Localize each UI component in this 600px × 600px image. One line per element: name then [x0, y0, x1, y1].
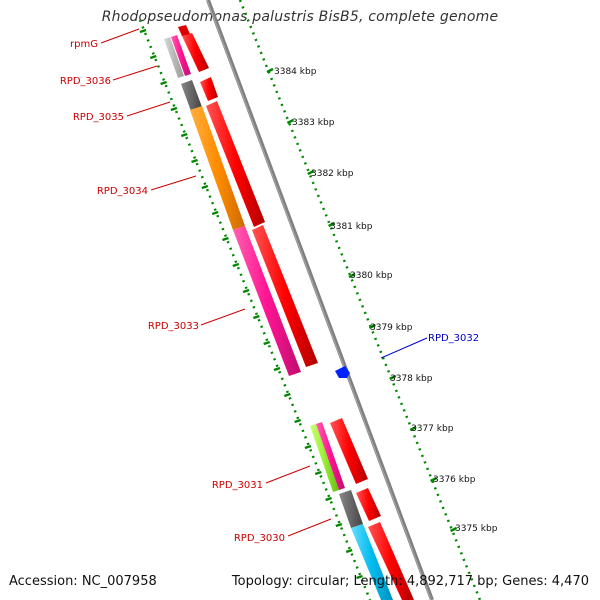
scale-label: 3384 kbp [274, 67, 317, 77]
scale-tick [430, 476, 438, 483]
scale-label: 3383 kbp [292, 118, 335, 128]
scale-tick [286, 118, 294, 125]
genome-backbone [206, 0, 434, 600]
scale-tick [335, 522, 343, 528]
gene-feature-RPD_3032[interactable] [335, 366, 350, 378]
scale-tick [170, 106, 178, 112]
scale-tick [139, 28, 147, 34]
scale-tick [266, 67, 274, 74]
genome-backbone-highlight [206, 0, 432, 600]
label-line-RPD_3032 [380, 337, 428, 359]
scale-tick [232, 262, 240, 268]
scale-tick [356, 574, 363, 580]
scale-major-ticks [266, 67, 458, 533]
scale-tick [211, 210, 219, 216]
scale-tick [314, 470, 322, 476]
cog-track [164, 35, 393, 600]
scale-tick [180, 132, 188, 138]
gene-feature-cog[interactable] [310, 424, 339, 492]
scale-track-outer [238, 0, 482, 600]
genome-stats-label: Topology: circular; Length: 4,892,717 bp… [231, 574, 589, 589]
scale-tick [149, 54, 157, 60]
label-line-RPD_3030 [287, 518, 332, 537]
scale-tick [325, 496, 332, 502]
gene-feature-RPD_3034[interactable] [206, 101, 265, 227]
gene-feature-cog[interactable] [351, 524, 393, 600]
gene-feature-cog[interactable] [316, 422, 345, 490]
scale-tick [160, 80, 167, 86]
gene-label-lines [100, 28, 428, 537]
scale-label: 3375 kbp [455, 524, 498, 534]
scale-tick [283, 392, 291, 398]
scale-tick [307, 169, 315, 176]
gene-label-RPD_3031[interactable]: RPD_3031 [212, 480, 263, 491]
gene-feature-RPD_3036[interactable] [178, 25, 190, 36]
gene-feature-cog[interactable] [339, 490, 363, 528]
gene-feature-forward[interactable] [368, 522, 414, 600]
scale-label: 3379 kbp [370, 323, 413, 333]
scale-tick [201, 184, 209, 190]
label-line-RPD_3034 [150, 175, 197, 191]
gene-label-RPD_3030[interactable]: RPD_3030 [234, 533, 285, 544]
scale-tick [273, 366, 281, 372]
scale-tick [304, 444, 312, 450]
scale-minor-ticks [139, 28, 363, 580]
gene-feature-rpmG[interactable] [182, 33, 209, 72]
scale-tick [242, 288, 250, 294]
scale-label: 3381 kbp [330, 222, 373, 232]
scale-tick [252, 314, 260, 320]
scale-tick [348, 272, 356, 279]
map-title: Rhodopseudomonas palustris BisB5, comple… [101, 9, 499, 25]
scale-tick [368, 323, 376, 330]
scale-tick [389, 374, 397, 381]
scale-label: 3382 kbp [311, 169, 354, 179]
gene-feature-RPD_3035[interactable] [200, 77, 218, 101]
label-line-RPD_3035 [126, 101, 171, 117]
gene-feature-cog[interactable] [171, 35, 191, 76]
scale-tick [328, 221, 336, 228]
scale-tick [294, 418, 302, 424]
gene-feature-cog[interactable] [164, 37, 184, 78]
label-line-rpmG [100, 28, 140, 44]
gene-feature-cog[interactable] [181, 80, 202, 111]
scale-tick [263, 340, 271, 346]
scale-labels: 3384 kbp 3383 kbp 3382 kbp 3381 kbp 3380… [274, 67, 498, 534]
gene-label-RPD_3034[interactable]: RPD_3034 [97, 186, 148, 197]
gene-feature-cog[interactable] [190, 106, 245, 230]
scale-label: 3376 kbp [433, 475, 476, 485]
scale-label: 3377 kbp [411, 424, 454, 434]
gene-feature-cog[interactable] [233, 226, 301, 376]
gene-feature-RPD_3030[interactable] [356, 488, 381, 521]
gene-label-RPD_3032[interactable]: RPD_3032 [428, 333, 479, 344]
gene-label-RPD_3035[interactable]: RPD_3035 [73, 112, 124, 123]
label-line-RPD_3033 [200, 308, 246, 326]
gene-label-RPD_3036[interactable]: RPD_3036 [60, 76, 111, 87]
scale-tick [345, 548, 353, 554]
scale-tick [450, 526, 458, 533]
scale-track-inner [138, 19, 372, 600]
label-line-RPD_3036 [112, 65, 158, 81]
scale-tick [409, 425, 417, 432]
gene-label-RPD_3033[interactable]: RPD_3033 [148, 321, 199, 332]
scale-tick [222, 236, 229, 242]
scale-label: 3378 kbp [390, 374, 433, 384]
gene-feature-RPD_3033[interactable] [252, 225, 318, 367]
scale-label: 3380 kbp [350, 271, 393, 281]
gene-labels: rpmG RPD_3036 RPD_3035 RPD_3034 RPD_3033… [60, 39, 479, 544]
forward-strand-genes [178, 25, 414, 600]
gene-label-rpmG[interactable]: rpmG [70, 39, 98, 50]
accession-label: Accession: NC_007958 [9, 574, 157, 589]
scale-tick [191, 158, 198, 164]
gene-feature-RPD_3031[interactable] [330, 418, 368, 484]
label-line-RPD_3031 [265, 465, 311, 484]
